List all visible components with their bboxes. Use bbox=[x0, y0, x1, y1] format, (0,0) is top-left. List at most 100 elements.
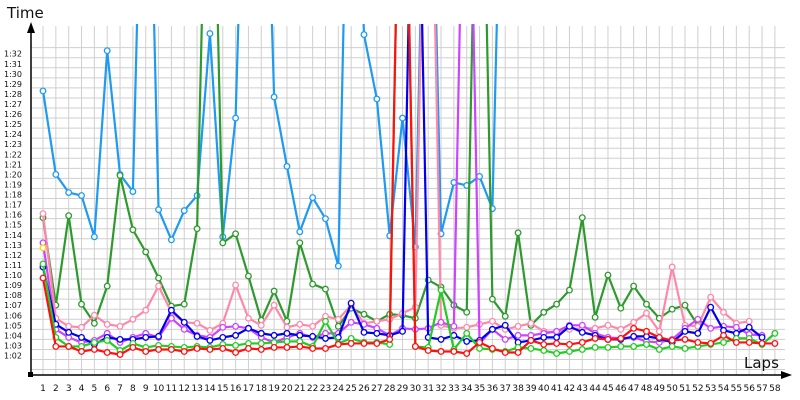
data-point-violet bbox=[219, 323, 227, 331]
x-tick-label: 14 bbox=[204, 384, 216, 394]
data-point-red bbox=[347, 339, 355, 347]
data-point-pink bbox=[232, 281, 240, 289]
data-point-dark-green bbox=[65, 212, 73, 220]
data-point-red bbox=[167, 346, 175, 353]
y-tick-label: 1:03 bbox=[4, 341, 22, 350]
data-point-dark-green bbox=[360, 310, 368, 318]
data-point-pink bbox=[103, 320, 111, 328]
data-point-blue bbox=[116, 335, 124, 343]
data-point-blue bbox=[283, 329, 291, 337]
x-tick-label: 43 bbox=[577, 384, 588, 394]
data-point-violet bbox=[232, 322, 240, 330]
x-tick-label: 24 bbox=[333, 384, 345, 394]
data-point-red bbox=[565, 340, 573, 348]
x-tick-label: 40 bbox=[538, 384, 550, 394]
data-point-lime bbox=[578, 346, 586, 353]
data-point-blue bbox=[142, 333, 150, 341]
data-point-red bbox=[270, 344, 278, 351]
data-point-dark-green bbox=[578, 214, 586, 222]
data-point-dark-green bbox=[668, 305, 676, 313]
data-point-pink bbox=[668, 263, 676, 271]
x-tick-label: 16 bbox=[230, 384, 242, 394]
data-point-lime bbox=[322, 317, 329, 325]
y-tick-label: 1:32 bbox=[4, 50, 22, 59]
x-tick-label: 34 bbox=[461, 384, 473, 394]
data-point-blue bbox=[65, 328, 73, 336]
data-point-blue bbox=[681, 327, 689, 335]
data-point-dark-green bbox=[90, 319, 98, 327]
data-point-red bbox=[103, 349, 111, 356]
x-tick-label: 3 bbox=[66, 384, 72, 394]
y-tick-label: 1:24 bbox=[4, 130, 22, 139]
data-point-blue bbox=[360, 328, 368, 336]
data-point-red bbox=[78, 348, 85, 355]
data-point-blue bbox=[694, 329, 702, 337]
data-point-dark-green bbox=[232, 230, 240, 238]
y-tick-label: 1:26 bbox=[4, 110, 22, 119]
data-point-red bbox=[116, 351, 124, 358]
y-tick-label: 1:05 bbox=[4, 321, 22, 330]
data-point-pink bbox=[257, 321, 265, 329]
data-point-lime bbox=[681, 345, 689, 352]
data-point-dark-green bbox=[540, 308, 548, 316]
data-point-red bbox=[681, 335, 689, 343]
data-point-light-blue bbox=[206, 30, 214, 38]
data-point-blue bbox=[373, 329, 381, 337]
data-point-red bbox=[771, 339, 779, 347]
data-point-dark-green bbox=[78, 300, 85, 308]
data-point-red bbox=[296, 342, 304, 350]
data-point-dark-green bbox=[565, 286, 573, 294]
y-tick-label: 1:07 bbox=[4, 301, 22, 310]
data-point-pink bbox=[463, 323, 471, 331]
data-point-dark-green bbox=[309, 280, 317, 288]
data-point-lime bbox=[553, 350, 561, 357]
data-point-red bbox=[39, 274, 47, 282]
data-point-red bbox=[424, 347, 432, 354]
y-tick-labels: 1:02 1:031:041:051:061:071:081:091:101:11… bbox=[4, 50, 22, 361]
data-point-blue bbox=[630, 332, 638, 340]
data-point-lime bbox=[90, 338, 98, 346]
data-point-red bbox=[232, 349, 240, 356]
series-line-lime bbox=[41, 24, 776, 355]
data-point-lime bbox=[437, 286, 445, 294]
data-point-dark-green bbox=[604, 271, 612, 279]
x-tick-label: 20 bbox=[281, 384, 293, 394]
data-point-light-blue bbox=[39, 87, 47, 95]
data-point-pink bbox=[116, 322, 124, 330]
data-point-light-blue bbox=[65, 189, 73, 196]
data-point-violet bbox=[553, 327, 561, 335]
x-tick-label: 17 bbox=[243, 384, 254, 394]
data-point-light-blue bbox=[360, 31, 368, 39]
y-tick-label: 1:12 bbox=[4, 251, 22, 260]
data-point-dark-green bbox=[643, 300, 650, 308]
x-tick-label: 53 bbox=[705, 384, 716, 394]
y-tick-label: 1:08 bbox=[4, 291, 22, 300]
data-point-pink bbox=[707, 293, 715, 301]
data-point-red bbox=[129, 344, 137, 351]
data-point-pink bbox=[334, 315, 342, 323]
data-point-lime bbox=[476, 345, 484, 352]
data-point-pink bbox=[514, 322, 522, 330]
data-point-blue bbox=[78, 333, 85, 341]
data-point-pink bbox=[39, 210, 47, 218]
data-point-violet bbox=[450, 322, 458, 330]
x-tick-label: 11 bbox=[166, 384, 177, 394]
data-point-red bbox=[65, 342, 73, 350]
x-tick-label: 5 bbox=[91, 384, 97, 394]
data-point-lime bbox=[39, 260, 47, 268]
y-tick-label: 1:31 bbox=[4, 60, 22, 69]
x-tick-label: 51 bbox=[679, 384, 690, 394]
data-point-red bbox=[283, 344, 291, 351]
data-point-light-blue bbox=[476, 172, 484, 180]
data-point-violet bbox=[347, 318, 355, 326]
y-tick-label: 1:29 bbox=[4, 80, 22, 89]
x-tick-label: 32 bbox=[435, 384, 446, 394]
data-point-dark-green bbox=[501, 312, 509, 320]
data-point-blue bbox=[488, 325, 496, 333]
data-point-red bbox=[745, 338, 753, 346]
y-tick-label: 1:19 bbox=[4, 180, 22, 189]
x-tick-label: 31 bbox=[422, 384, 433, 394]
data-point-violet bbox=[514, 331, 522, 339]
data-point-blue bbox=[167, 306, 175, 314]
data-point-lime bbox=[565, 348, 573, 355]
